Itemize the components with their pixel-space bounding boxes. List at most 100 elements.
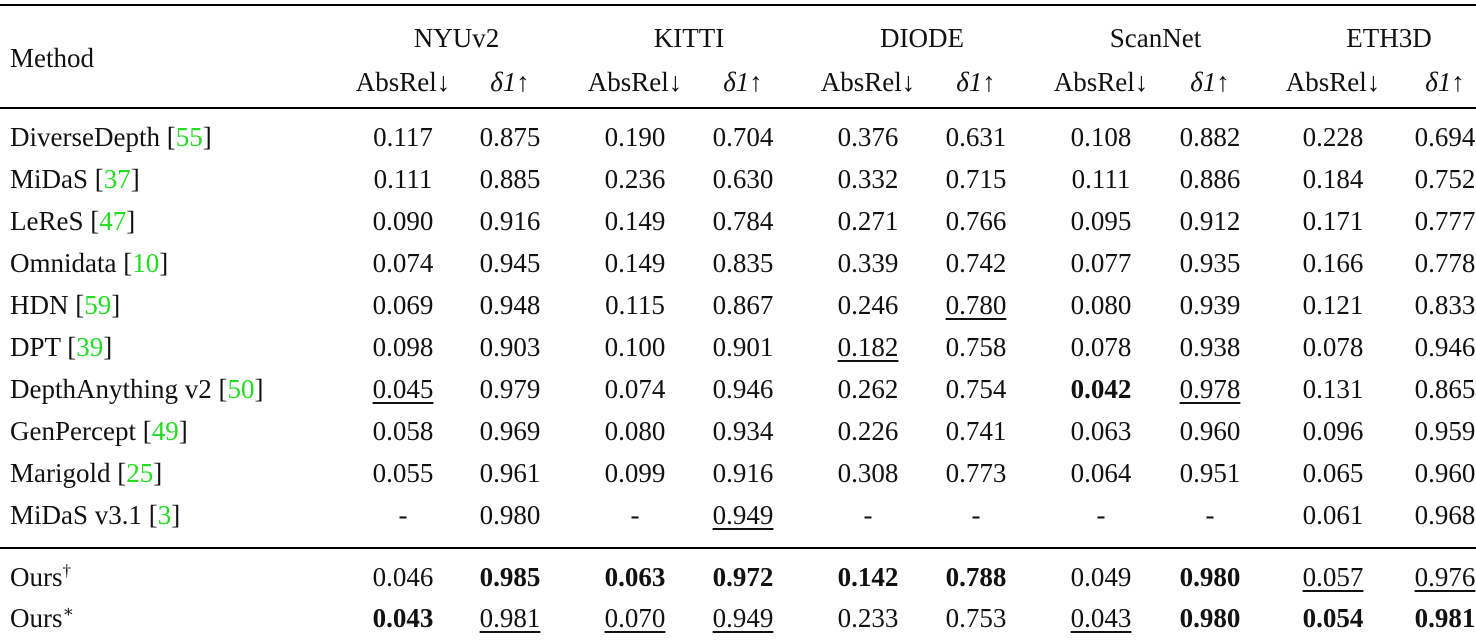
metric-header: δ1↑ [723,67,763,97]
method-text: ] [178,416,188,446]
citation: 39 [76,332,104,362]
cell: 0.171 [1302,206,1364,236]
section-rule [0,547,1476,549]
dataset-header: DIODE [880,23,964,53]
cell: 0.960 [1414,458,1476,488]
cell: 0.758 [945,332,1007,362]
cell: 0.339 [837,248,899,278]
cell: 0.262 [837,374,899,404]
cell: - [863,500,873,530]
cell: 0.946 [1414,332,1476,362]
cell: 0.882 [1179,122,1241,152]
method-text: ] [126,206,136,236]
cell: 0.228 [1302,122,1364,152]
cell: 0.754 [945,374,1007,404]
method-name: Omnidata [10] [10,248,168,278]
cell: 0.742 [945,248,1007,278]
method-name: Ours∗ [10,603,74,633]
method-text: Marigold [ [10,458,127,488]
cell: 0.948 [479,290,541,320]
cell: 0.865 [1414,374,1476,404]
cell: 0.080 [1070,290,1132,320]
cell: 0.778 [1414,248,1476,278]
cell: - [971,500,981,530]
cell: 0.912 [1179,206,1241,236]
cell: 0.236 [604,164,666,194]
cell: 0.376 [837,122,899,152]
metric-header: δ1↑ [1190,67,1230,97]
cell: 0.149 [604,248,666,278]
method-text: Ours [10,562,63,592]
cell: 0.715 [945,164,1007,194]
cell: 0.057 [1302,562,1364,592]
citation: 25 [126,458,154,488]
cell: 0.960 [1179,416,1241,446]
dataset-header: ETH3D [1346,23,1432,53]
method-text: ] [153,458,163,488]
cell: 0.985 [479,562,541,592]
cell: 0.978 [1179,374,1241,404]
cell: 0.777 [1414,206,1476,236]
cell: 0.903 [479,332,541,362]
cell: 0.886 [1179,164,1241,194]
cell: 0.074 [372,248,434,278]
metric-header: AbsRel↓ [1285,67,1381,97]
method-text: ] [159,248,169,278]
citation: 50 [227,374,255,404]
cell: 0.773 [945,458,1007,488]
cell: 0.090 [372,206,434,236]
cell: 0.045 [372,374,434,404]
cell: 0.951 [1179,458,1241,488]
cell: 0.184 [1302,164,1364,194]
cell: 0.766 [945,206,1007,236]
cell: 0.190 [604,122,666,152]
cell: - [630,500,640,530]
cell: 0.046 [372,562,434,592]
metric-header: AbsRel↓ [820,67,916,97]
cell: 0.108 [1070,122,1132,152]
cell: 0.976 [1414,562,1476,592]
citation: 10 [132,248,160,278]
method-text: Omnidata [ [10,248,133,278]
cell: 0.078 [1070,332,1132,362]
cell: 0.901 [712,332,774,362]
method-text: ] [130,164,140,194]
cell: 0.099 [604,458,666,488]
cell: 0.308 [837,458,899,488]
cell: 0.271 [837,206,899,236]
cell: 0.980 [1179,562,1241,592]
method-text: Ours [10,603,63,633]
cell: 0.182 [837,332,899,362]
cell: 0.226 [837,416,899,446]
cell: 0.096 [1302,416,1364,446]
metric-header: δ1↑ [956,67,996,97]
method-text: HDN [ [10,290,85,320]
header-rule [0,107,1476,109]
citation: 3 [157,500,172,530]
cell: 0.949 [712,603,774,633]
method-text: ] [254,374,264,404]
citation: 37 [103,164,131,194]
cell: 0.694 [1414,122,1476,152]
metric-header: AbsRel↓ [1053,67,1149,97]
method-name: Marigold [25] [10,458,162,488]
cell: 0.074 [604,374,666,404]
cell: 0.885 [479,164,541,194]
metric-header: δ1↑ [1425,67,1465,97]
method-text: GenPercept [ [10,416,152,446]
cell: - [398,500,408,530]
cell: 0.631 [945,122,1007,152]
method-text: DPT [ [10,332,77,362]
cell: 0.064 [1070,458,1132,488]
cell: 0.332 [837,164,899,194]
cell: 0.867 [712,290,774,320]
cell: 0.166 [1302,248,1364,278]
method-mark: † [62,561,72,580]
method-name: DepthAnything v2 [50] [10,374,263,404]
cell: 0.054 [1302,603,1364,633]
cell: 0.946 [712,374,774,404]
cell: 0.875 [479,122,541,152]
cell: 0.961 [479,458,541,488]
cell: 0.968 [1414,500,1476,530]
method-name: Ours† [10,562,71,592]
